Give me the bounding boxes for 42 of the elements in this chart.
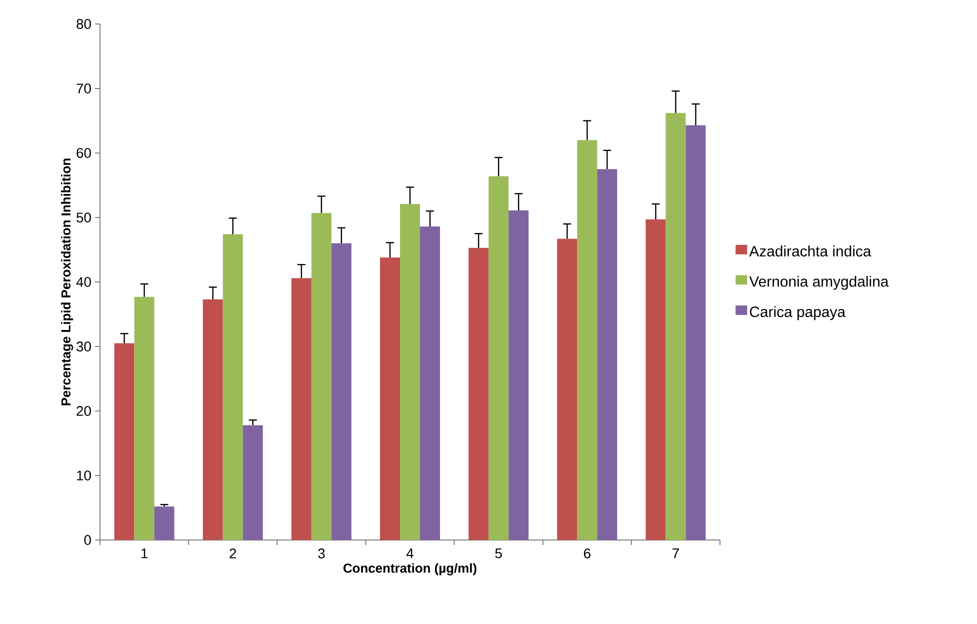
x-tick-label: 1	[141, 548, 148, 558]
bar	[557, 238, 578, 540]
bar	[666, 113, 686, 540]
y-tick-label: 60	[76, 148, 91, 158]
legend-label: Vernonia amygdalina	[749, 276, 889, 290]
x-tick-label: 2	[230, 548, 236, 558]
bar	[311, 212, 332, 540]
legend-label: Carica papaya	[750, 306, 846, 320]
x-tick-label: 5	[495, 548, 502, 558]
y-tick-label: 10	[77, 470, 91, 480]
y-tick-label: 30	[76, 342, 91, 352]
bar	[468, 248, 489, 540]
bar	[646, 219, 666, 540]
y-tick-label: 80	[76, 19, 91, 29]
bar	[134, 296, 154, 540]
bar	[242, 425, 263, 540]
bar	[154, 506, 174, 540]
x-tick-label: 6	[584, 548, 590, 558]
x-tick-label: 7	[672, 548, 679, 558]
x-tick-label: 3	[318, 548, 325, 558]
bar	[400, 204, 420, 540]
bar	[508, 210, 529, 540]
bar	[114, 343, 134, 540]
bar	[202, 299, 223, 540]
x-tick-label: 4	[406, 548, 414, 558]
y-tick-label: 40	[76, 277, 91, 287]
bar	[597, 169, 618, 540]
x-axis-title: Concentration (µg/ml)	[343, 563, 476, 576]
bar	[577, 140, 598, 540]
y-tick-label: 70	[76, 84, 91, 94]
bar	[331, 243, 352, 540]
y-tick-label: 20	[76, 406, 91, 416]
bar	[291, 278, 312, 540]
bar	[222, 234, 243, 540]
legend-label: Azadirachta indica	[749, 246, 872, 256]
y-tick-label: 50	[76, 212, 91, 222]
bar	[420, 226, 440, 540]
y-axis-title: Percentage Lipid Peroxidation Inhibition	[60, 158, 74, 406]
y-tick-label: 0	[84, 535, 91, 545]
bar	[380, 257, 400, 540]
bar	[488, 176, 509, 540]
bar	[686, 125, 706, 540]
